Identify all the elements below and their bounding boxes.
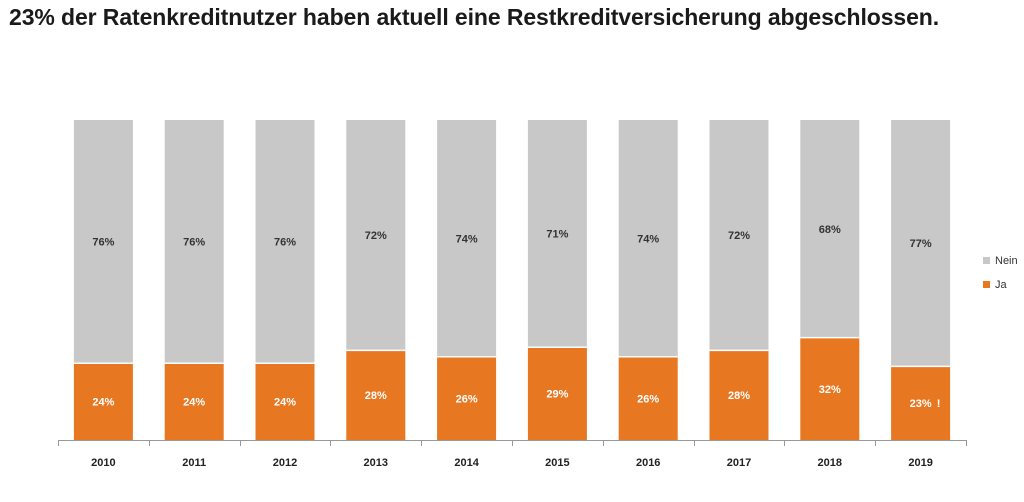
bar-nein-2011 xyxy=(164,120,224,364)
x-tick-label-2015: 2015 xyxy=(545,457,569,469)
label-ja-2013: 28% xyxy=(365,390,387,402)
x-tick-label-2011: 2011 xyxy=(182,457,206,469)
bar-ja-2019 xyxy=(891,366,951,440)
x-tick-label-2013: 2013 xyxy=(364,457,388,469)
annotation-mark: ! xyxy=(937,398,941,410)
label-ja-2010: 24% xyxy=(92,397,114,409)
label-nein-2019: 77% xyxy=(910,238,932,250)
bar-ja-2016 xyxy=(618,356,678,440)
legend-label-ja: Ja xyxy=(995,279,1008,291)
legend-swatch-nein xyxy=(983,257,990,264)
bars-group xyxy=(73,120,951,440)
x-tick-label-2012: 2012 xyxy=(273,457,297,469)
bar-nein-2017 xyxy=(709,120,769,351)
x-tick-label-2016: 2016 xyxy=(636,457,660,469)
label-ja-2016: 26% xyxy=(637,393,659,405)
bar-nein-2016 xyxy=(618,120,678,357)
legend-label-nein: Nein xyxy=(995,255,1018,267)
bar-nein-2012 xyxy=(255,120,315,364)
bar-ja-2017 xyxy=(709,350,769,440)
x-tick-label-2017: 2017 xyxy=(727,457,751,469)
bar-ja-2018 xyxy=(800,337,860,440)
label-ja-2019: 23% xyxy=(910,398,932,410)
x-tick-label-2019: 2019 xyxy=(908,457,932,469)
x-axis: 2010 2011 2012 2013 2014 2015 2016 2017 2018 2019 xyxy=(58,440,967,469)
bar-ja-2010 xyxy=(73,363,133,440)
label-nein-2012: 76% xyxy=(274,237,296,249)
bar-ja-2012 xyxy=(255,363,315,440)
bar-nein-2013 xyxy=(346,120,406,351)
x-tick-label-2018: 2018 xyxy=(818,457,842,469)
label-ja-2012: 24% xyxy=(274,397,296,409)
bar-nein-2010 xyxy=(73,120,133,364)
bar-nein-2019 xyxy=(891,120,951,367)
x-tick-label-2010: 2010 xyxy=(91,457,115,469)
x-tick-label-2014: 2014 xyxy=(454,457,479,469)
legend: Nein Ja xyxy=(983,255,1018,291)
bar-ja-2014 xyxy=(437,356,497,440)
chart-title: 23% der Ratenkreditnutzer haben aktuell … xyxy=(9,4,940,30)
bar-nein-2015 xyxy=(527,120,587,348)
label-ja-2011: 24% xyxy=(183,397,205,409)
bar-nein-2018 xyxy=(800,120,860,338)
label-ja-2018: 32% xyxy=(819,384,841,396)
label-ja-2014: 26% xyxy=(456,393,478,405)
legend-swatch-ja xyxy=(983,281,990,288)
label-nein-2016: 74% xyxy=(637,233,659,245)
label-nein-2015: 71% xyxy=(546,229,568,241)
label-nein-2017: 72% xyxy=(728,230,750,242)
label-nein-2011: 76% xyxy=(183,237,205,249)
label-nein-2010: 76% xyxy=(92,237,114,249)
label-nein-2014: 74% xyxy=(456,233,478,245)
label-nein-2018: 68% xyxy=(819,224,841,236)
label-ja-2017: 28% xyxy=(728,390,750,402)
label-nein-2013: 72% xyxy=(365,230,387,242)
bar-ja-2011 xyxy=(164,363,224,440)
bar-ja-2013 xyxy=(346,350,406,440)
bar-nein-2014 xyxy=(437,120,497,357)
bar-ja-2015 xyxy=(527,347,587,440)
label-ja-2015: 29% xyxy=(546,389,568,401)
data-labels-group: 76% 24% 76% 24% 76% 24% 72% 28% 74% 26% 71% 29% 74% 2… xyxy=(92,224,940,410)
